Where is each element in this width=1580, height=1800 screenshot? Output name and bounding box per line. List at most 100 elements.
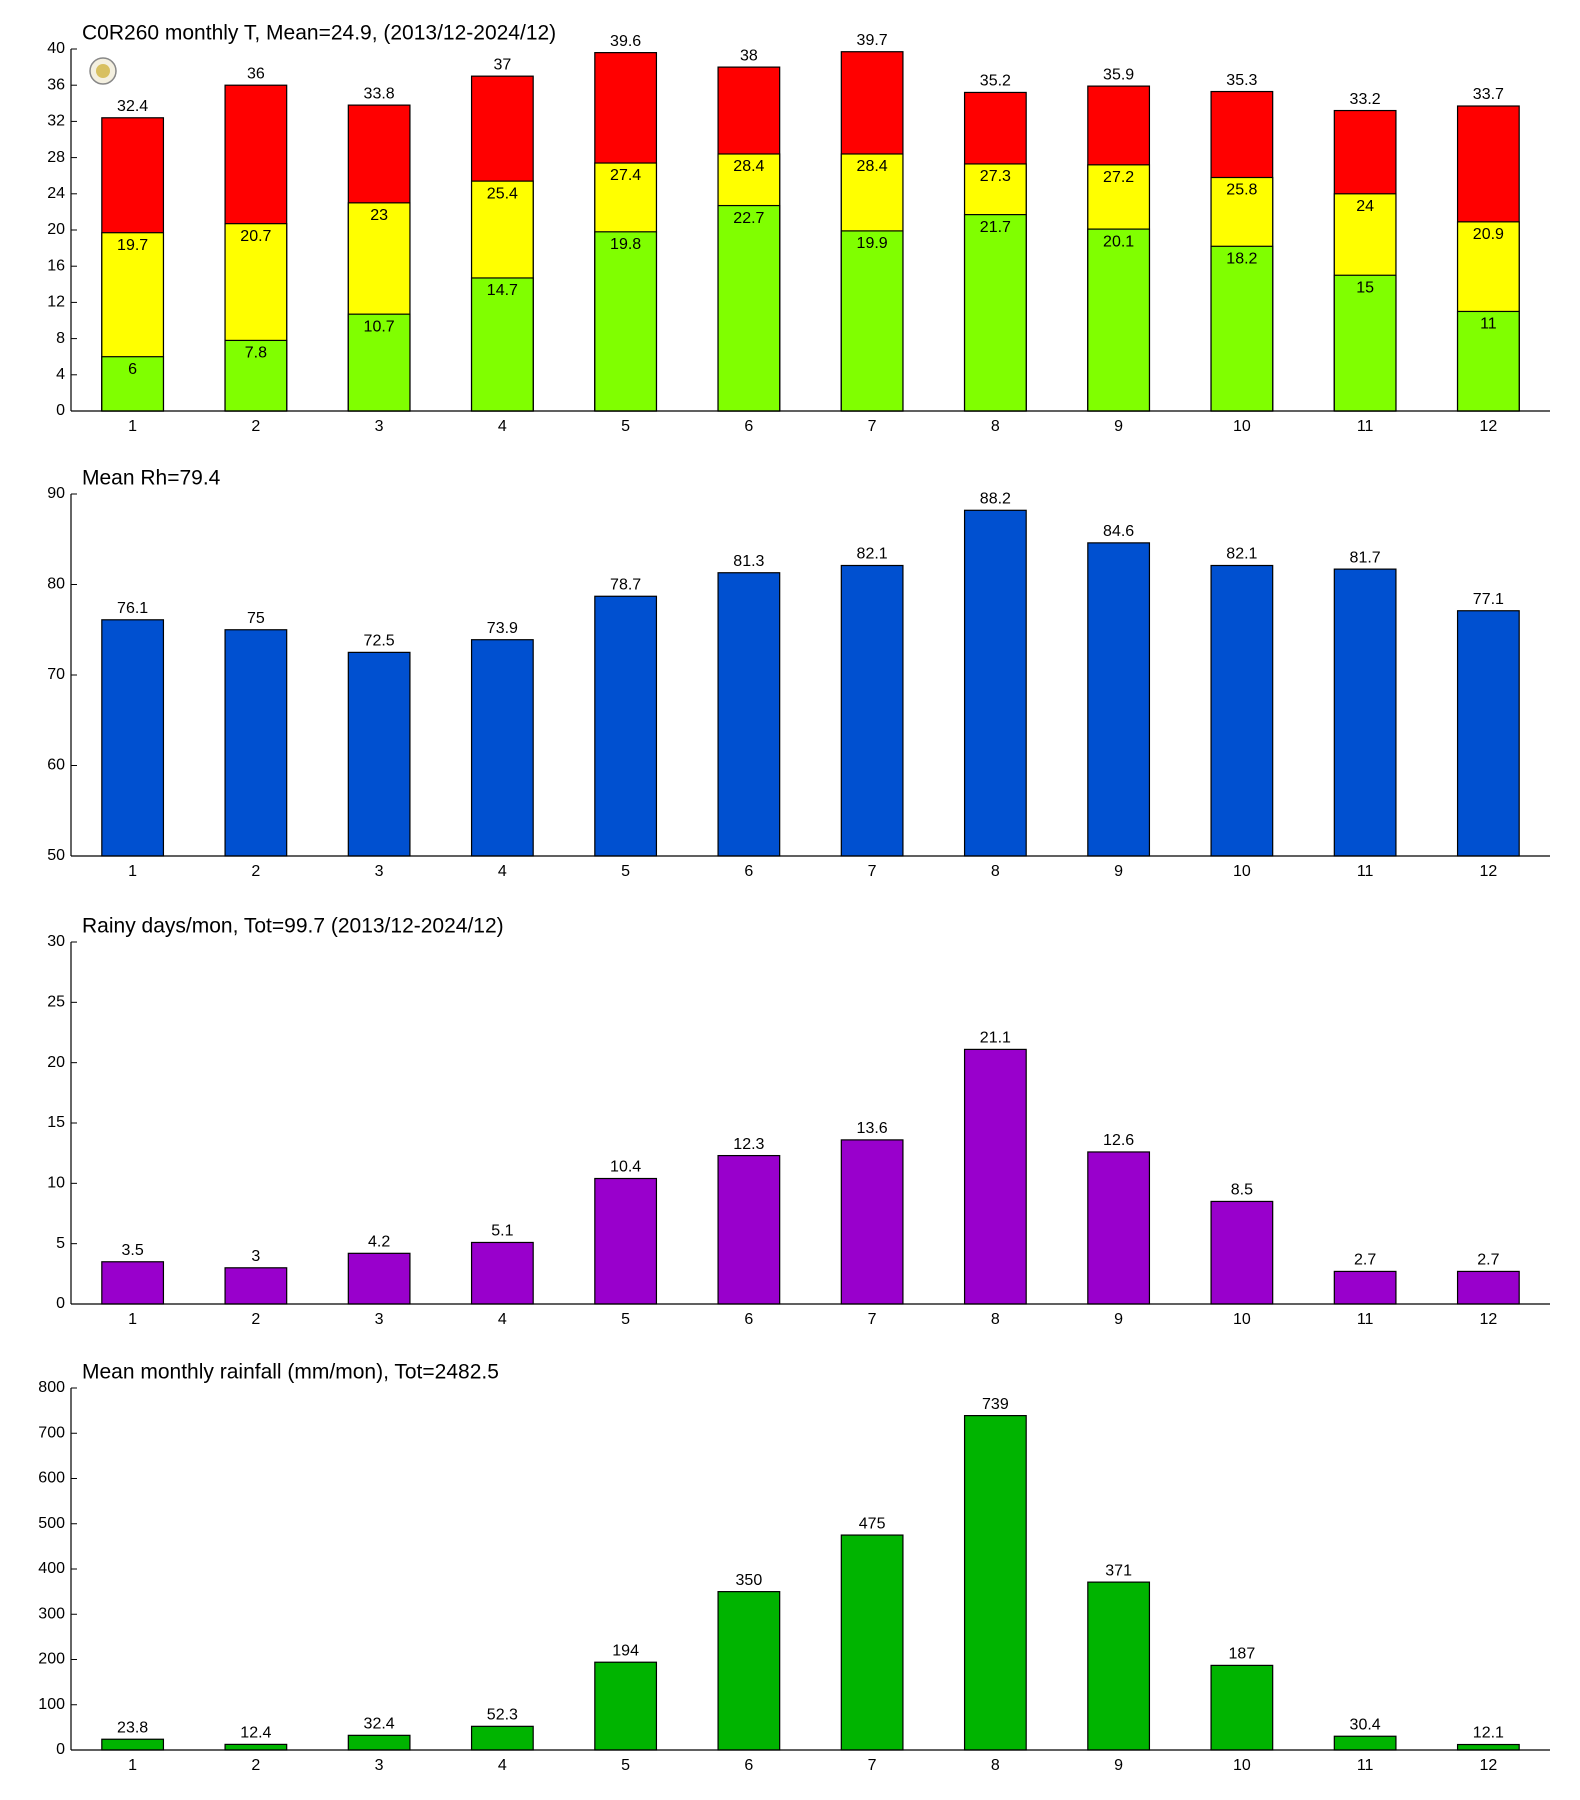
bar xyxy=(840,230,904,412)
x-tick-label: 4 xyxy=(498,418,507,435)
value-label: 27.4 xyxy=(610,167,641,184)
y-tick-label: 0 xyxy=(56,1295,65,1312)
y-tick-label: 500 xyxy=(38,1515,65,1532)
y-tick-label: 40 xyxy=(47,40,65,57)
value-label: 187 xyxy=(1229,1646,1256,1663)
bar xyxy=(840,1534,904,1751)
x-tick-label: 6 xyxy=(744,1757,753,1774)
value-label: 475 xyxy=(859,1515,886,1532)
y-tick-label: 20 xyxy=(47,1054,65,1071)
y-tick-label: 12 xyxy=(47,294,65,311)
value-label: 30.4 xyxy=(1350,1716,1381,1733)
chart-title: C0R260 monthly T, Mean=24.9, (2013/12-20… xyxy=(82,22,556,45)
bar xyxy=(347,313,411,412)
value-label: 25.8 xyxy=(1226,182,1257,199)
value-label: 78.7 xyxy=(610,576,641,593)
y-tick-label: 30 xyxy=(47,933,65,950)
value-label: 73.9 xyxy=(487,620,518,637)
bar xyxy=(717,1154,781,1305)
value-label: 35.2 xyxy=(980,73,1011,90)
bar xyxy=(347,651,411,857)
value-label: 84.6 xyxy=(1103,523,1134,540)
bar xyxy=(594,595,658,857)
value-label: 88.2 xyxy=(980,491,1011,508)
x-tick-label: 9 xyxy=(1114,1757,1123,1774)
bar xyxy=(1210,1200,1274,1305)
value-label: 3 xyxy=(251,1248,260,1265)
value-label: 33.8 xyxy=(364,85,395,102)
value-label: 739 xyxy=(982,1396,1009,1413)
bar xyxy=(470,277,534,412)
bar xyxy=(101,356,165,412)
value-label: 2.7 xyxy=(1477,1252,1499,1269)
bar xyxy=(1087,228,1151,412)
bar xyxy=(347,1734,411,1751)
y-tick-label: 600 xyxy=(38,1470,65,1487)
bar xyxy=(224,339,288,412)
value-label: 28.4 xyxy=(733,158,764,175)
y-tick-label: 5 xyxy=(56,1235,65,1252)
value-label: 4.2 xyxy=(368,1234,390,1251)
x-tick-label: 2 xyxy=(251,1757,260,1774)
x-tick-label: 4 xyxy=(498,863,507,880)
y-tick-label: 700 xyxy=(38,1424,65,1441)
bar xyxy=(594,231,658,412)
x-tick-label: 7 xyxy=(868,863,877,880)
value-label: 39.6 xyxy=(610,33,641,50)
bar xyxy=(1456,310,1520,412)
value-label: 72.5 xyxy=(364,633,395,650)
bar xyxy=(1087,1151,1151,1305)
y-tick-label: 300 xyxy=(38,1605,65,1622)
value-label: 19.7 xyxy=(117,237,148,254)
x-tick-label: 1 xyxy=(128,863,137,880)
value-label: 21.1 xyxy=(980,1030,1011,1047)
x-tick-label: 2 xyxy=(251,1311,260,1328)
bar xyxy=(101,1738,165,1751)
y-tick-label: 100 xyxy=(38,1696,65,1713)
value-label: 10.7 xyxy=(364,318,395,335)
value-label: 20.9 xyxy=(1473,226,1504,243)
bar xyxy=(717,1591,781,1751)
x-tick-label: 3 xyxy=(375,1757,384,1774)
x-tick-label: 12 xyxy=(1479,1311,1497,1328)
value-label: 18.2 xyxy=(1226,251,1257,268)
value-label: 371 xyxy=(1105,1562,1132,1579)
value-label: 15 xyxy=(1356,279,1374,296)
x-tick-label: 11 xyxy=(1357,1311,1374,1328)
bar xyxy=(1210,564,1274,857)
bar xyxy=(717,572,781,857)
x-tick-label: 10 xyxy=(1233,1311,1251,1328)
x-tick-label: 1 xyxy=(128,418,137,435)
value-label: 32.4 xyxy=(364,1716,395,1733)
bar xyxy=(1456,1743,1520,1751)
value-label: 39.7 xyxy=(857,32,888,49)
x-tick-label: 1 xyxy=(128,1311,137,1328)
value-label: 27.3 xyxy=(980,168,1011,185)
x-tick-label: 11 xyxy=(1357,418,1374,435)
bar xyxy=(1210,245,1274,412)
value-label: 24 xyxy=(1356,198,1374,215)
x-tick-label: 1 xyxy=(128,1757,137,1774)
value-label: 52.3 xyxy=(487,1707,518,1724)
x-tick-label: 6 xyxy=(744,1311,753,1328)
bar xyxy=(1456,1270,1520,1305)
bar xyxy=(1333,568,1397,857)
y-tick-label: 15 xyxy=(47,1114,65,1131)
value-label: 22.7 xyxy=(733,210,764,227)
value-label: 13.6 xyxy=(857,1120,888,1137)
value-label: 12.6 xyxy=(1103,1132,1134,1149)
y-tick-label: 70 xyxy=(47,666,65,683)
x-tick-label: 8 xyxy=(991,1311,1000,1328)
bar xyxy=(1087,1581,1151,1751)
value-label: 11 xyxy=(1480,316,1497,333)
y-tick-label: 10 xyxy=(47,1175,65,1192)
value-label: 23.8 xyxy=(117,1719,148,1736)
bar xyxy=(1333,274,1397,412)
y-tick-label: 36 xyxy=(47,76,65,93)
x-tick-label: 10 xyxy=(1233,1757,1251,1774)
value-label: 19.8 xyxy=(610,236,641,253)
bar xyxy=(840,564,904,857)
x-tick-label: 3 xyxy=(375,418,384,435)
x-tick-label: 7 xyxy=(868,1311,877,1328)
